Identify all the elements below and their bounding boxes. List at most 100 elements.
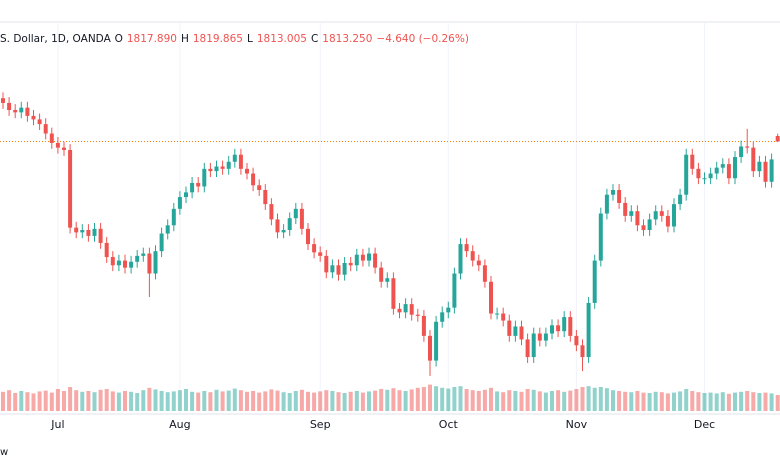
candle-body [745, 146, 750, 148]
volume-bar [470, 390, 475, 411]
candle-body [409, 304, 414, 315]
x-tick-label: Aug [169, 418, 190, 431]
volume-bar [519, 391, 524, 411]
volume-bar [80, 391, 85, 411]
candle-body [696, 168, 701, 179]
volume-bar [104, 389, 109, 411]
volume-bar [391, 388, 396, 411]
candle-body [714, 167, 719, 174]
volume-bar [525, 389, 530, 411]
volume-bar [714, 393, 719, 411]
candle-body [629, 211, 634, 216]
volume-bar [202, 391, 207, 411]
volume-bar [672, 392, 676, 411]
volume-bar [629, 392, 634, 411]
candle-body [537, 333, 542, 341]
volume-bar [232, 388, 237, 411]
candle-body [428, 335, 432, 361]
volume-bar [141, 390, 146, 411]
candle-body [495, 313, 500, 315]
candle-body [299, 208, 304, 229]
volume-bar [62, 391, 66, 411]
volume-bar [537, 391, 542, 411]
volume-bar [501, 392, 506, 411]
volume-bar [55, 389, 60, 411]
volume-bar [739, 391, 744, 411]
candle-body [226, 161, 231, 169]
candle-body [550, 325, 554, 334]
volume-bar [702, 393, 707, 411]
volume-bar [190, 391, 195, 411]
volume-bar [733, 392, 737, 411]
volume-bar [690, 391, 695, 411]
volume-bar [415, 387, 420, 411]
volume-bar [428, 384, 432, 411]
volume-bar [299, 389, 304, 411]
candle-body [739, 146, 744, 158]
volume-bar [43, 390, 48, 411]
volume-bar [708, 392, 713, 411]
candle-body [171, 208, 176, 226]
candle-body [452, 273, 457, 308]
volume-bar [245, 391, 249, 411]
volume-bar [489, 387, 493, 411]
x-tick-label: Nov [566, 418, 588, 431]
volume-bar [513, 391, 518, 411]
candle-body [598, 213, 603, 261]
footer: w [0, 447, 8, 458]
volume-bar [495, 391, 500, 411]
candle-body [360, 254, 365, 261]
volume-bar [208, 392, 213, 411]
candle-body [348, 262, 353, 266]
volume-bar [25, 392, 30, 411]
candle-body [501, 313, 506, 321]
candle-body [623, 202, 628, 216]
candle-body [385, 278, 390, 282]
candle-body [367, 253, 371, 261]
candle-body [208, 168, 213, 172]
candle-body [421, 315, 426, 336]
open-key: O [115, 33, 123, 45]
candle-body [580, 345, 585, 358]
candle-body [269, 204, 274, 220]
volume-bar [110, 391, 115, 411]
volume-bar [775, 395, 780, 411]
volume-bar [446, 388, 451, 411]
candle-body [37, 119, 42, 125]
candle-body [257, 185, 262, 190]
volume-bar [720, 392, 725, 411]
candle-body [446, 307, 451, 313]
candle-body [43, 124, 48, 134]
candle-body [354, 254, 359, 266]
candle-body [733, 157, 737, 179]
volume-bar [196, 392, 201, 411]
candle-body [220, 166, 225, 169]
candle-body [482, 265, 487, 282]
candle-body [641, 225, 646, 230]
volume-bar [360, 392, 365, 411]
candle-body [751, 147, 756, 172]
candle-body [617, 190, 622, 203]
candle-body [110, 257, 115, 266]
volume-bar [159, 391, 164, 411]
candle-body [769, 159, 774, 182]
volume-bar [37, 391, 42, 411]
low-value: 1813.005 [257, 33, 307, 45]
volume-bar [507, 390, 512, 411]
candle-body [397, 308, 402, 313]
volume-bar [257, 392, 262, 411]
candle-body [489, 281, 493, 314]
candle-body [702, 178, 707, 180]
candle-body [635, 211, 640, 226]
volume-bar [647, 393, 652, 411]
volume-bar [580, 387, 585, 411]
volume-bar [623, 391, 628, 411]
candle-body [141, 253, 146, 256]
symbol: S. Dollar, 1D, OANDA [0, 33, 112, 45]
candle-body [373, 253, 378, 268]
volume-bar [336, 392, 341, 411]
volume-bar [238, 390, 243, 411]
volume-bar [269, 389, 274, 411]
candle-body [556, 325, 561, 332]
